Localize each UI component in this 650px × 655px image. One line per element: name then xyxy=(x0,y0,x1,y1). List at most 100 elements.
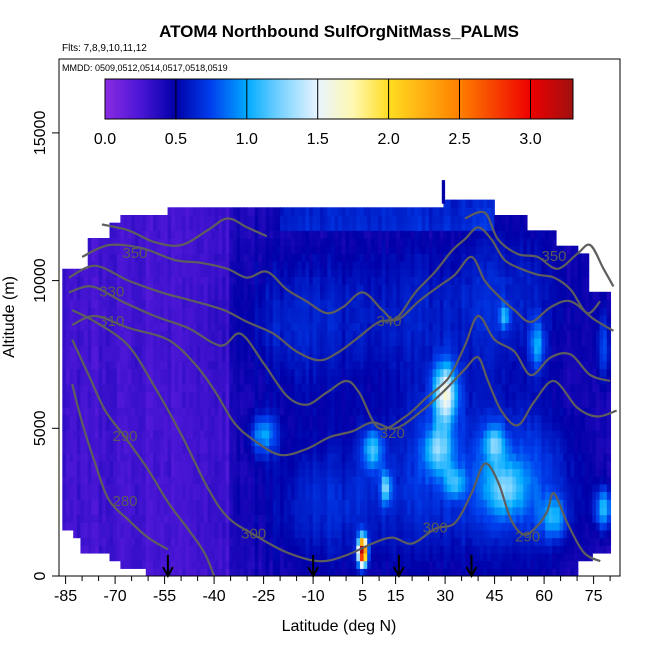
heatmap-cell xyxy=(363,314,368,324)
heatmap-cell xyxy=(421,499,426,508)
heatmap-cell xyxy=(124,407,129,416)
heatmap-cell xyxy=(160,453,165,462)
heatmap-cell xyxy=(113,491,118,500)
heatmap-cell xyxy=(251,407,256,416)
heatmap-cell xyxy=(421,245,426,254)
heatmap-cell xyxy=(418,391,423,400)
heatmap-cell xyxy=(396,491,401,500)
heatmap-cell xyxy=(338,437,343,447)
heatmap-cell xyxy=(207,476,212,485)
heatmap-cell xyxy=(389,337,394,347)
heatmap-cell xyxy=(236,491,241,500)
heatmap-cell xyxy=(229,460,234,470)
heatmap-cell xyxy=(316,430,321,439)
heatmap-cell xyxy=(294,299,299,308)
heatmap-cell xyxy=(134,299,140,308)
heatmap-cell xyxy=(403,314,408,324)
heatmap-cell xyxy=(189,314,194,324)
heatmap-cell xyxy=(447,422,452,431)
heatmap-cell xyxy=(287,222,292,231)
heatmap-cell xyxy=(356,322,361,331)
heatmap-cell xyxy=(425,207,430,216)
heatmap-cell xyxy=(410,245,416,254)
heatmap-cell xyxy=(294,483,299,493)
heatmap-cell xyxy=(214,322,219,331)
heatmap-cell xyxy=(214,368,219,377)
heatmap-cell xyxy=(94,353,100,362)
heatmap-cell xyxy=(327,268,332,278)
heatmap-cell xyxy=(338,383,343,393)
heatmap-cell xyxy=(367,268,372,278)
heatmap-cell xyxy=(269,383,274,393)
heatmap-cell xyxy=(341,499,347,508)
heatmap-cell xyxy=(407,399,412,408)
heatmap-cell xyxy=(392,506,397,516)
heatmap-cell xyxy=(414,407,419,416)
heatmap-cell xyxy=(178,214,183,224)
heatmap-cell xyxy=(254,476,259,485)
heatmap-cell xyxy=(381,514,386,523)
heatmap-cell xyxy=(287,307,292,316)
heatmap-cell xyxy=(171,430,176,439)
heatmap-cell xyxy=(80,330,85,339)
heatmap-cell xyxy=(287,514,292,523)
heatmap-cell xyxy=(69,330,74,339)
heatmap-cell xyxy=(338,399,343,408)
heatmap-cell xyxy=(338,522,343,531)
heatmap-cell xyxy=(305,230,310,239)
heatmap-cell xyxy=(116,468,121,477)
heatmap-cell xyxy=(153,222,158,231)
heatmap-cell xyxy=(76,376,82,385)
heatmap-cell xyxy=(356,460,361,470)
heatmap-cell xyxy=(385,430,390,439)
heatmap-cell xyxy=(251,506,256,516)
heatmap-cell xyxy=(254,214,259,224)
heatmap-cell xyxy=(349,437,354,447)
heatmap-cell xyxy=(323,322,328,331)
heatmap-cell xyxy=(290,391,296,400)
heatmap-cell xyxy=(312,430,317,439)
heatmap-cell xyxy=(436,207,441,216)
heatmap-cell xyxy=(218,537,223,546)
heatmap-cell xyxy=(287,437,292,447)
heatmap-cell xyxy=(338,491,343,500)
heatmap-cell xyxy=(370,299,376,308)
heatmap-cell xyxy=(301,214,307,224)
heatmap-cell xyxy=(207,522,212,531)
heatmap-cell xyxy=(120,545,125,554)
heatmap-cell xyxy=(389,414,394,423)
heatmap-cell xyxy=(418,499,423,508)
heatmap-cell xyxy=(338,483,343,493)
heatmap-cell xyxy=(389,468,394,477)
heatmap-cell xyxy=(196,276,201,285)
heatmap-cell xyxy=(163,353,169,362)
heatmap-cell xyxy=(87,284,92,293)
heatmap-cell xyxy=(367,345,372,354)
heatmap-cell xyxy=(185,422,190,431)
heatmap-cell xyxy=(363,299,368,308)
heatmap-cell xyxy=(363,414,368,423)
heatmap-cell xyxy=(447,460,452,470)
heatmap-cell xyxy=(214,222,219,231)
heatmap-cell xyxy=(345,437,350,447)
heatmap-cell xyxy=(153,368,158,377)
heatmap-cell xyxy=(305,506,310,516)
heatmap-cell xyxy=(207,391,212,400)
heatmap-cell xyxy=(320,284,325,293)
heatmap-cell xyxy=(218,476,223,485)
heatmap-cell xyxy=(276,314,281,324)
heatmap-cell xyxy=(131,245,136,254)
heatmap-cell xyxy=(374,506,379,516)
heatmap-cell xyxy=(425,222,430,231)
heatmap-cell xyxy=(443,345,448,354)
heatmap-cell xyxy=(251,207,256,216)
heatmap-cell xyxy=(218,345,223,354)
heatmap-cell xyxy=(367,453,372,462)
heatmap-cell xyxy=(327,345,332,354)
heatmap-cell xyxy=(134,476,140,485)
heatmap-cell xyxy=(80,291,85,301)
heatmap-cell xyxy=(87,291,92,301)
heatmap-cell xyxy=(113,499,118,508)
heatmap-cell xyxy=(189,261,194,270)
heatmap-cell xyxy=(298,337,303,347)
